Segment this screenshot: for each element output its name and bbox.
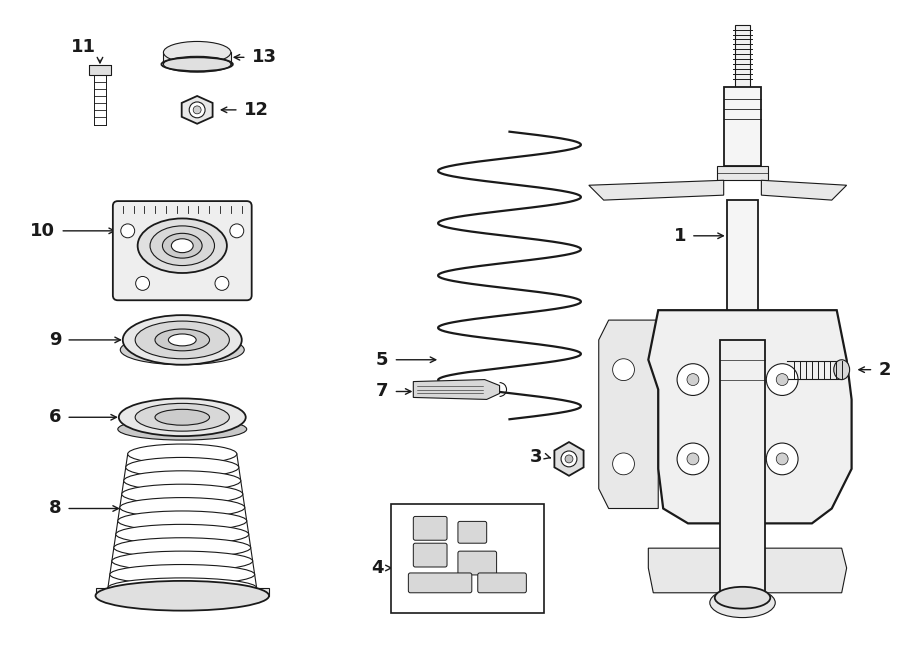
Ellipse shape xyxy=(126,457,238,477)
Ellipse shape xyxy=(124,471,241,491)
FancyBboxPatch shape xyxy=(413,516,447,540)
Text: 3: 3 xyxy=(530,448,542,466)
Circle shape xyxy=(687,453,699,465)
Polygon shape xyxy=(413,379,500,399)
Text: 4: 4 xyxy=(371,559,383,577)
Bar xyxy=(734,24,751,87)
FancyBboxPatch shape xyxy=(478,573,526,592)
Text: 11: 11 xyxy=(70,38,95,56)
Polygon shape xyxy=(648,548,847,592)
Ellipse shape xyxy=(121,335,244,365)
Ellipse shape xyxy=(168,334,196,346)
Text: 13: 13 xyxy=(252,48,276,66)
Bar xyxy=(716,166,769,180)
FancyBboxPatch shape xyxy=(112,201,252,301)
Ellipse shape xyxy=(118,511,247,531)
Ellipse shape xyxy=(162,233,202,258)
Ellipse shape xyxy=(116,524,248,544)
Ellipse shape xyxy=(118,418,247,440)
Circle shape xyxy=(215,277,229,291)
Circle shape xyxy=(136,277,149,291)
Ellipse shape xyxy=(135,321,230,359)
Bar xyxy=(96,588,268,596)
Polygon shape xyxy=(589,180,724,200)
Polygon shape xyxy=(182,96,212,124)
Circle shape xyxy=(613,453,634,475)
Circle shape xyxy=(776,373,788,385)
Ellipse shape xyxy=(110,565,255,585)
Ellipse shape xyxy=(138,218,227,273)
Ellipse shape xyxy=(112,551,253,571)
Text: 1: 1 xyxy=(673,227,686,245)
Text: 10: 10 xyxy=(31,222,55,240)
Ellipse shape xyxy=(715,587,770,608)
Ellipse shape xyxy=(135,403,230,431)
Circle shape xyxy=(677,443,709,475)
Polygon shape xyxy=(554,442,583,476)
Bar xyxy=(164,52,231,64)
Bar xyxy=(726,200,759,340)
Text: 2: 2 xyxy=(878,361,891,379)
Ellipse shape xyxy=(164,42,231,64)
Ellipse shape xyxy=(833,359,850,379)
Ellipse shape xyxy=(122,315,242,365)
Circle shape xyxy=(766,443,798,475)
Ellipse shape xyxy=(122,484,243,504)
Text: 12: 12 xyxy=(244,101,269,119)
Ellipse shape xyxy=(155,329,210,351)
Circle shape xyxy=(776,453,788,465)
Circle shape xyxy=(613,359,634,381)
Bar xyxy=(89,66,111,75)
Ellipse shape xyxy=(164,56,231,72)
Ellipse shape xyxy=(155,409,210,425)
Circle shape xyxy=(677,363,709,395)
Text: 6: 6 xyxy=(49,408,61,426)
Ellipse shape xyxy=(95,581,269,610)
Text: 9: 9 xyxy=(49,331,61,349)
Ellipse shape xyxy=(119,399,246,436)
Text: 5: 5 xyxy=(376,351,389,369)
Ellipse shape xyxy=(113,538,251,557)
Ellipse shape xyxy=(710,588,775,618)
Circle shape xyxy=(687,373,699,385)
Circle shape xyxy=(189,102,205,118)
Polygon shape xyxy=(648,310,851,524)
FancyBboxPatch shape xyxy=(413,544,447,567)
Bar xyxy=(391,504,544,612)
FancyBboxPatch shape xyxy=(458,551,497,575)
Circle shape xyxy=(561,451,577,467)
Ellipse shape xyxy=(150,226,214,265)
Text: 8: 8 xyxy=(49,500,61,518)
Circle shape xyxy=(121,224,135,238)
Text: 7: 7 xyxy=(376,383,389,401)
FancyBboxPatch shape xyxy=(409,573,472,592)
Bar xyxy=(720,340,765,598)
Polygon shape xyxy=(598,320,658,508)
Bar xyxy=(724,87,761,166)
Circle shape xyxy=(565,455,573,463)
Ellipse shape xyxy=(171,239,194,253)
Circle shape xyxy=(766,363,798,395)
Circle shape xyxy=(230,224,244,238)
Ellipse shape xyxy=(128,444,237,464)
FancyBboxPatch shape xyxy=(458,522,487,544)
Ellipse shape xyxy=(120,498,245,518)
Ellipse shape xyxy=(108,578,256,598)
Circle shape xyxy=(194,106,201,114)
Polygon shape xyxy=(761,180,847,200)
